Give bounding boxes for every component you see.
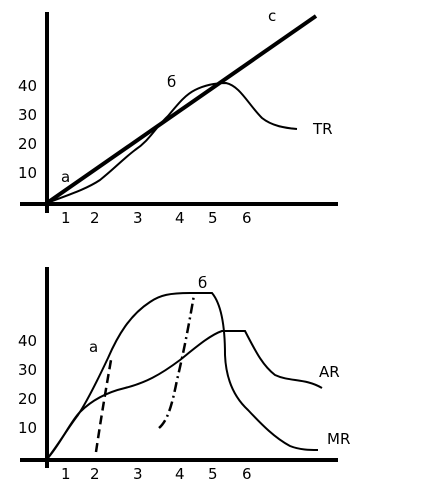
bottom-y-tick-20: 20	[18, 390, 37, 408]
top-x-tick-5: 5	[208, 209, 218, 227]
top-x-tick-1: 1	[61, 209, 71, 227]
top-y-tick-10: 10	[18, 164, 37, 182]
bottom-chart: 10 20 30 40 1 2 3 4 5 6 а б AR MR	[18, 267, 350, 483]
bottom-mr-label: MR	[327, 430, 350, 448]
bottom-y-tick-30: 30	[18, 361, 37, 379]
bottom-y-tick-10: 10	[18, 419, 37, 437]
bottom-x-tick-5: 5	[208, 465, 218, 483]
top-y-tick-30: 30	[18, 106, 37, 124]
top-y-tick-40: 40	[18, 77, 37, 95]
bottom-y-tick-40: 40	[18, 332, 37, 350]
bottom-ar-label: AR	[319, 363, 340, 381]
top-tr-label: TR	[312, 120, 333, 138]
bottom-x-tick-3: 3	[133, 465, 143, 483]
bottom-point-a-label: а	[89, 338, 98, 356]
top-point-b-label: б	[167, 73, 176, 91]
bottom-x-tick-2: 2	[90, 465, 100, 483]
bottom-x-tick-4: 4	[175, 465, 185, 483]
top-line-c-label: c	[268, 7, 276, 25]
bottom-dashed-line-a	[94, 359, 113, 453]
bottom-point-b-label: б	[198, 274, 207, 292]
top-x-tick-3: 3	[133, 209, 143, 227]
top-chart: 10 20 30 40 1 2 3 4 5 6 а б c TR	[18, 7, 338, 227]
top-x-tick-2: 2	[90, 209, 100, 227]
bottom-x-tick-6: 6	[242, 465, 252, 483]
top-straight-line-c	[45, 14, 318, 205]
bottom-mr-curve	[46, 292, 319, 460]
bottom-x-tick-1: 1	[61, 465, 71, 483]
top-x-tick-6: 6	[242, 209, 252, 227]
top-y-tick-20: 20	[18, 135, 37, 153]
top-point-a-label: а	[61, 168, 70, 186]
top-tr-curve	[46, 81, 298, 204]
top-x-tick-4: 4	[175, 209, 185, 227]
